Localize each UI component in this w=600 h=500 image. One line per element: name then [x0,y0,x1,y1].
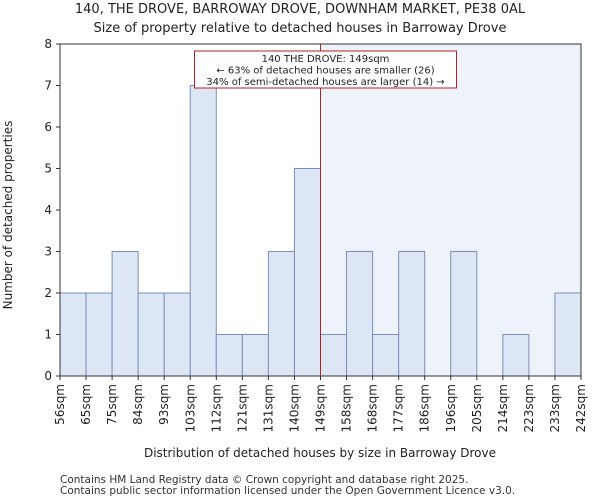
y-tick-label: 0 [44,369,52,383]
y-tick-label: 3 [44,245,52,259]
y-tick-label: 4 [44,203,52,217]
x-tick-label: 93sqm [157,384,171,425]
x-tick-label: 131sqm [261,384,275,432]
y-tick-label: 5 [44,162,52,176]
bar-112sqm [215,334,243,377]
x-tick-label: 112sqm [209,384,223,432]
bar-140sqm [293,168,322,377]
y-tick-label: 2 [44,286,52,300]
footer-line-2: Contains public sector information licen… [60,485,516,497]
bar-158sqm [346,251,374,377]
annotation-line: 34% of semi-detached houses are larger (… [206,77,444,88]
y-tick-label: 7 [44,79,52,93]
x-tick-label: 233sqm [548,384,562,432]
x-tick-label: 84sqm [131,384,145,425]
bar-103sqm [189,85,217,377]
chart-subtitle: Size of property relative to detached ho… [93,21,507,36]
bar-196sqm [450,251,478,377]
annotation-line: 140 THE DROVE: 149sqm [262,54,390,65]
x-tick-label: 158sqm [340,384,354,432]
bars [59,85,582,377]
y-tick-label: 6 [44,120,52,134]
x-tick-label: 186sqm [418,384,432,432]
x-tick-label: 56sqm [53,384,67,425]
bar-chart: 0 1 2 3 4 5 6 7 8 56sqm 65sqm 75sqm 84sqm 93sqm 103sq… [1,37,588,460]
x-tick-label: 196sqm [444,384,458,432]
footer-line-1: Contains HM Land Registry data © Crown c… [60,474,469,486]
bar-121sqm [241,334,269,377]
bar-214sqm [502,334,530,377]
bar-56sqm [59,292,87,377]
x-tick-label: 223sqm [522,384,536,432]
x-tick-label: 140sqm [287,384,301,432]
x-tick-label: 121sqm [235,384,249,432]
x-tick-label: 214sqm [496,384,510,432]
x-tick-label: 168sqm [366,384,380,432]
y-tick-label: 8 [44,37,52,51]
bar-93sqm [163,292,191,377]
bar-65sqm [85,292,113,377]
bar-233sqm [554,292,582,377]
x-axis-label: Distribution of detached houses by size … [144,446,496,460]
x-tick-label: 103sqm [183,384,197,432]
annotation-box [194,50,457,89]
x-tick-label: 242sqm [574,384,588,432]
annotation-line: ← 63% of detached houses are smaller (26… [216,66,434,77]
bar-84sqm [137,292,165,377]
bar-131sqm [267,251,295,377]
y-ticks: 0 1 2 3 4 5 6 7 8 [44,37,60,383]
x-tick-label: 177sqm [392,384,406,432]
chart-title: 140, THE DROVE, BARROWAY DROVE, DOWNHAM … [74,2,526,17]
x-tick-label: 149sqm [314,384,328,432]
x-tick-label: 205sqm [470,384,484,432]
x-tick-label: 65sqm [79,384,93,425]
y-tick-label: 1 [44,328,52,342]
bar-75sqm [111,251,139,377]
annotation: 140 THE DROVE: 149sqm← 63% of detached h… [194,50,457,89]
x-tick-label: 75sqm [105,384,119,425]
y-axis-label: Number of detached properties [1,121,15,310]
bar-149sqm [320,334,348,377]
bar-177sqm [398,251,426,377]
x-ticks: 56sqm 65sqm 75sqm 84sqm 93sqm 103sqm 112sqm 121… [53,376,588,432]
bar-168sqm [372,334,400,377]
